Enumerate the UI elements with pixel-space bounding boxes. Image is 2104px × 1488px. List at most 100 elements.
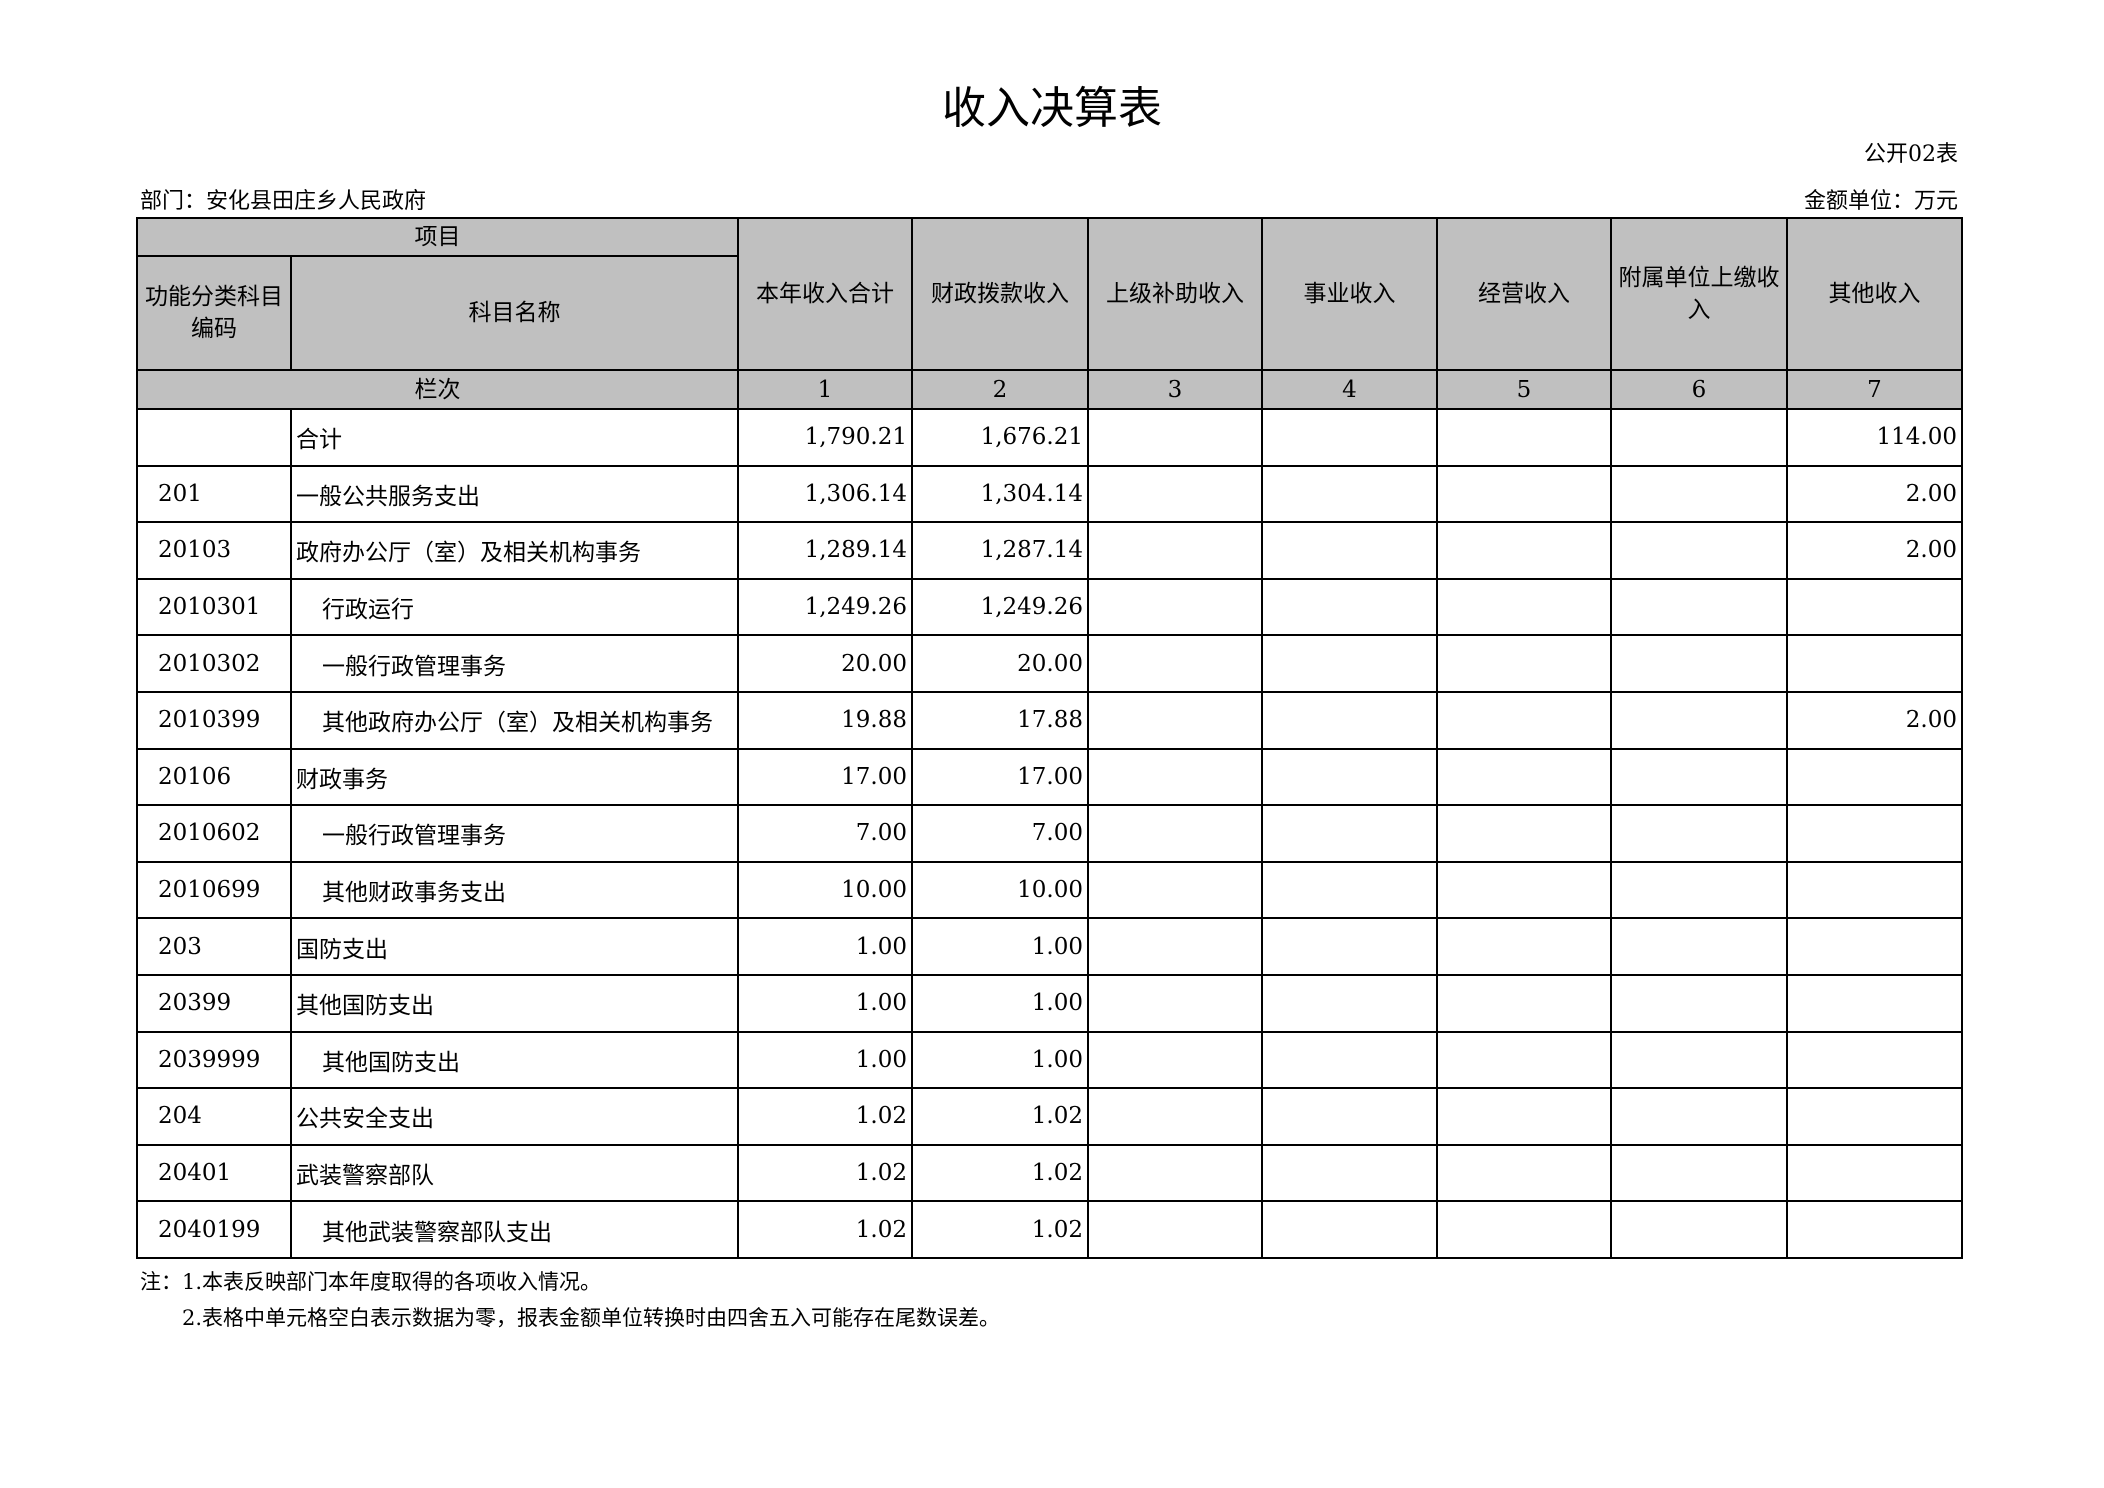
row-value — [1436, 804, 1612, 863]
row-value — [1436, 634, 1612, 693]
row-value: 1.02 — [737, 1087, 913, 1146]
row-value: 20.00 — [911, 634, 1089, 693]
row-value: 1.00 — [737, 1030, 913, 1090]
row-value — [1261, 973, 1438, 1033]
row-name: 国防支出 — [290, 917, 739, 976]
row-name: 其他国防支出 — [290, 1030, 739, 1090]
column-number: 2 — [911, 369, 1089, 410]
column-number: 6 — [1610, 369, 1788, 410]
row-name: 武装警察部队 — [290, 1143, 739, 1203]
row-value — [1087, 860, 1263, 920]
row-value — [1261, 690, 1438, 750]
row-value — [1087, 973, 1263, 1033]
row-name: 其他武装警察部队支出 — [290, 1200, 739, 1259]
row-value — [1261, 1030, 1438, 1090]
row-value: 7.00 — [737, 804, 913, 863]
row-value — [1610, 577, 1788, 637]
row-value — [1087, 690, 1263, 750]
row-value: 1.00 — [911, 973, 1089, 1033]
row-value — [1786, 747, 1963, 807]
header-col: 经营收入 — [1436, 217, 1612, 371]
row-value — [1436, 1030, 1612, 1090]
row-value — [1087, 917, 1263, 976]
row-value — [1610, 634, 1788, 693]
row-value: 10.00 — [911, 860, 1089, 920]
row-name: 一般行政管理事务 — [290, 634, 739, 693]
row-value — [1261, 408, 1438, 467]
header-item: 项目 — [136, 217, 739, 257]
header-col: 其他收入 — [1786, 217, 1963, 371]
row-name: 一般公共服务支出 — [290, 464, 739, 524]
row-value — [1610, 860, 1788, 920]
row-value: 1.02 — [737, 1200, 913, 1259]
row-value — [1786, 577, 1963, 637]
row-name: 其他政府办公厅（室）及相关机构事务 — [290, 690, 739, 750]
row-value — [1610, 464, 1788, 524]
row-value — [1610, 690, 1788, 750]
row-value: 20.00 — [737, 634, 913, 693]
row-value — [1261, 747, 1438, 807]
row-value — [1786, 860, 1963, 920]
row-value: 2.00 — [1786, 464, 1963, 524]
row-value — [1610, 973, 1788, 1033]
row-value — [1436, 1143, 1612, 1203]
row-value — [1087, 1200, 1263, 1259]
header-code: 功能分类科目编码 — [136, 255, 292, 371]
row-value — [1786, 973, 1963, 1033]
row-value — [1087, 747, 1263, 807]
row-value — [1261, 577, 1438, 637]
row-name: 其他财政事务支出 — [290, 860, 739, 920]
table-row: 204 公共安全支出 1.02 1.02 — [136, 1087, 1963, 1146]
column-number: 7 — [1786, 369, 1963, 410]
table-row: 2010602 一般行政管理事务 7.00 7.00 — [136, 804, 1963, 863]
column-number: 5 — [1436, 369, 1612, 410]
table-row: 201 一般公共服务支出 1,306.14 1,304.14 2.00 — [136, 464, 1963, 524]
row-value — [1087, 1030, 1263, 1090]
unit-label: 金额单位：万元 — [1803, 189, 1958, 214]
row-value — [1261, 804, 1438, 863]
row-value — [1610, 917, 1788, 976]
row-value: 10.00 — [737, 860, 913, 920]
table-row: 20401 武装警察部队 1.02 1.02 — [136, 1143, 1963, 1203]
row-value: 17.00 — [911, 747, 1089, 807]
row-value — [1436, 521, 1612, 580]
row-value: 1,790.21 — [737, 408, 913, 467]
row-value: 1,287.14 — [911, 521, 1089, 580]
row-value: 1,249.26 — [737, 577, 913, 637]
row-value — [1436, 747, 1612, 807]
row-value — [1610, 747, 1788, 807]
row-value: 7.00 — [911, 804, 1089, 863]
row-value — [1261, 1087, 1438, 1146]
row-value — [1436, 1200, 1612, 1259]
row-value — [1610, 804, 1788, 863]
row-value — [1436, 690, 1612, 750]
row-value: 1.02 — [737, 1143, 913, 1203]
column-number: 3 — [1087, 369, 1263, 410]
row-code — [136, 408, 292, 467]
row-value — [1261, 1143, 1438, 1203]
table-row: 20103 政府办公厅（室）及相关机构事务 1,289.14 1,287.14 2.00 — [136, 521, 1963, 580]
table-row: 2010399 其他政府办公厅（室）及相关机构事务 19.88 17.88 2.00 — [136, 690, 1963, 750]
row-value — [1261, 464, 1438, 524]
row-value — [1087, 804, 1263, 863]
row-value: 1.00 — [737, 917, 913, 976]
row-value — [1436, 577, 1612, 637]
row-name: 一般行政管理事务 — [290, 804, 739, 863]
row-value: 19.88 — [737, 690, 913, 750]
row-code: 203 — [136, 917, 292, 976]
row-value — [1610, 1087, 1788, 1146]
row-value — [1087, 521, 1263, 580]
row-code: 2010301 — [136, 577, 292, 637]
note-1: 注：1.本表反映部门本年度取得的各项收入情况。 — [140, 1270, 602, 1294]
row-name: 公共安全支出 — [290, 1087, 739, 1146]
row-value — [1786, 1200, 1963, 1259]
row-code: 20399 — [136, 973, 292, 1033]
row-code: 2010699 — [136, 860, 292, 920]
row-value: 1.02 — [911, 1143, 1089, 1203]
table-row: 203 国防支出 1.00 1.00 — [136, 917, 1963, 976]
column-number: 4 — [1261, 369, 1438, 410]
row-code: 2039999 — [136, 1030, 292, 1090]
header-col: 上级补助收入 — [1087, 217, 1263, 371]
row-value — [1610, 1030, 1788, 1090]
row-value — [1261, 634, 1438, 693]
